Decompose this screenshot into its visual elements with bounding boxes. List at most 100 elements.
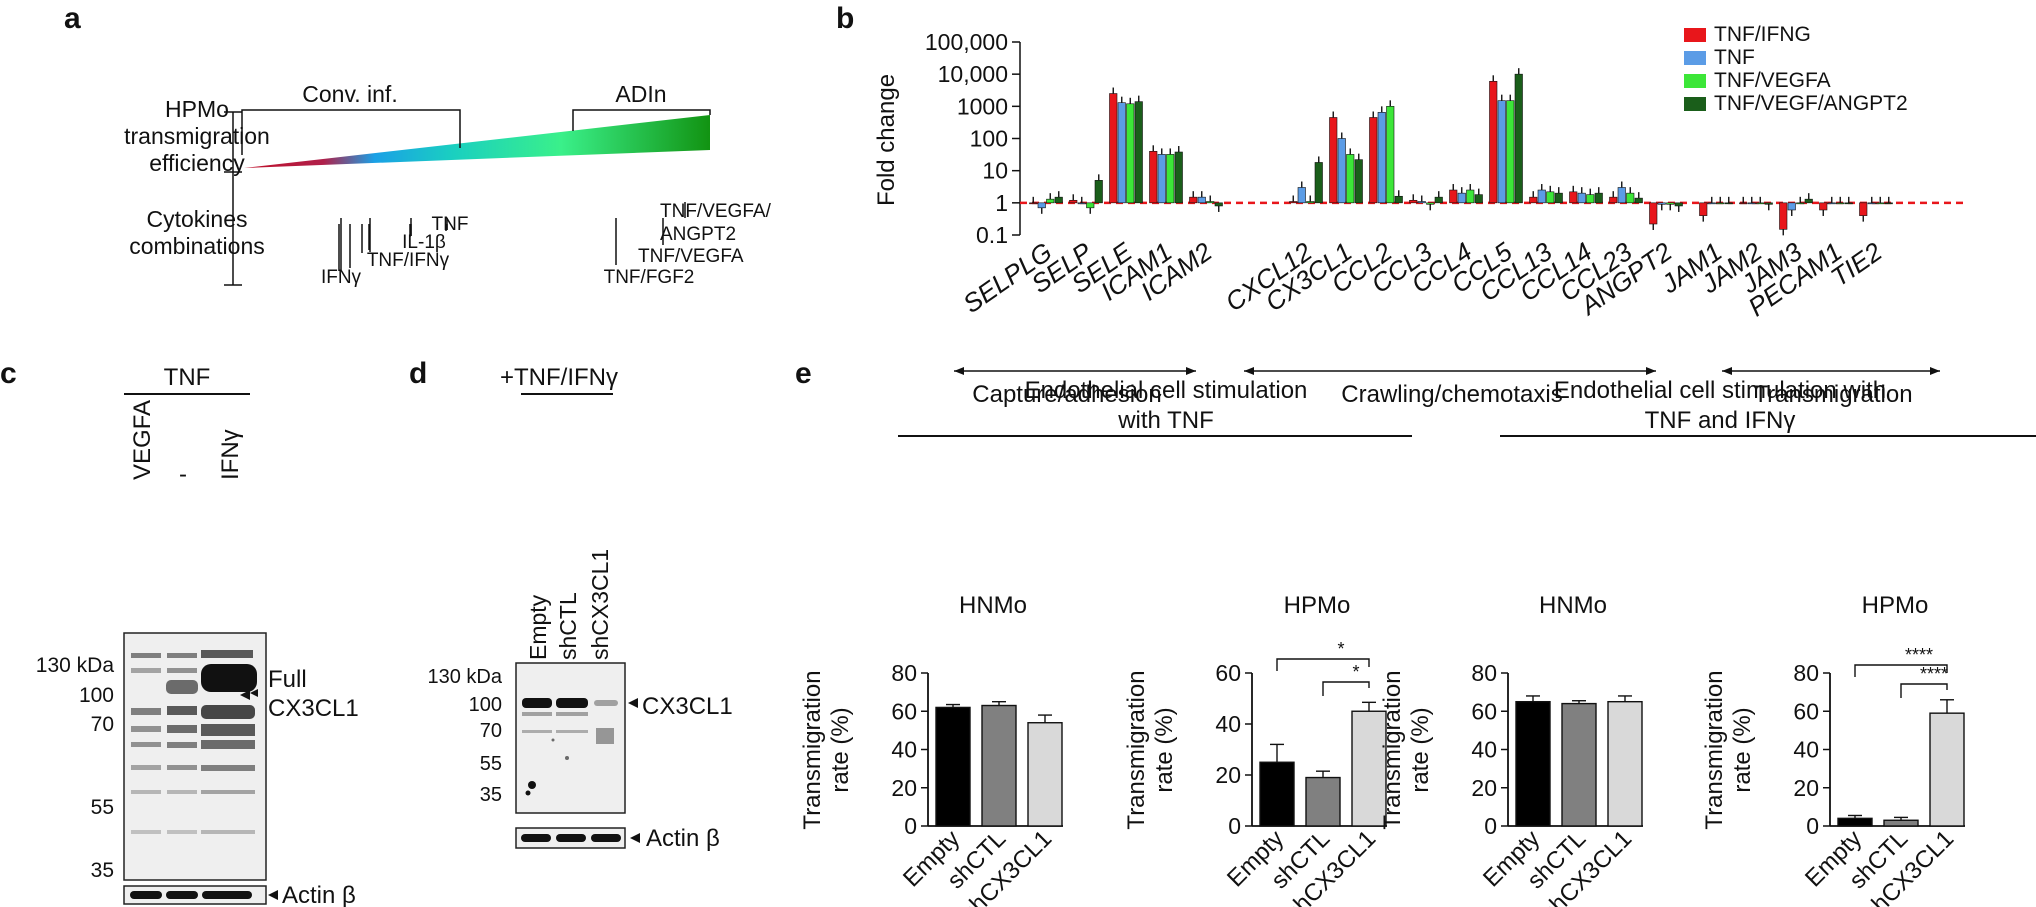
b-bar	[1197, 196, 1206, 204]
b-bar	[1206, 201, 1215, 204]
b-bar	[1306, 201, 1315, 204]
b-bar	[1314, 162, 1323, 204]
b-bar	[1497, 100, 1506, 204]
tick-il1b: IL-1β	[402, 232, 446, 253]
b-bar	[1756, 202, 1765, 205]
b-bar	[1054, 196, 1063, 204]
b-bar	[1716, 202, 1725, 205]
row1-line1: HPMo	[165, 96, 229, 122]
e-bar	[1351, 710, 1387, 827]
b-ytick-label: 100	[970, 126, 1008, 152]
b-bar	[1037, 202, 1046, 209]
b-ytick-label: 10	[982, 158, 1008, 184]
e-ytick-label: 60	[1793, 698, 1819, 724]
e-ytick-label: 80	[891, 660, 917, 686]
b-bar	[1046, 198, 1055, 204]
b-bar	[1674, 202, 1683, 207]
b-bar	[1329, 117, 1338, 204]
e-ytick-label: 20	[1215, 762, 1241, 788]
b-bar	[1779, 202, 1788, 230]
b-bar	[1466, 189, 1475, 204]
c-marker-55: 55	[91, 796, 114, 819]
b-bar	[1707, 202, 1716, 205]
e-subchart-title: HNMo	[1539, 592, 1607, 619]
tick-tnf-vegfa: TNF/VEGFA	[638, 246, 744, 267]
c-marker-100: 100	[79, 684, 114, 707]
e-sig-bracket	[1854, 664, 1948, 677]
b-bar	[1586, 194, 1595, 204]
e-ytick-label: 40	[1215, 711, 1241, 737]
b-bar	[1804, 198, 1813, 204]
b-bar	[1214, 202, 1223, 207]
c-lane-vegfa: VEGFA	[129, 400, 156, 480]
b-bar	[1449, 189, 1458, 204]
e-sig-bracket	[1276, 658, 1370, 671]
tick-tnf-fgf2: TNF/FGF2	[604, 267, 695, 288]
e-bar	[935, 706, 971, 827]
b-bar	[1149, 151, 1158, 204]
c-band-label-2: CX3CL1	[268, 695, 359, 722]
b-bar	[1489, 81, 1498, 204]
b-bar	[1859, 202, 1868, 216]
b-group-label: Crawling/chemotaxis	[1341, 381, 1562, 408]
b-bar	[1474, 194, 1483, 204]
panel-d: +TNF/IFNγ Empty shCTL shCX3CL1 130 kDa 1…	[428, 364, 733, 852]
c-actin-label: Actin β	[282, 882, 356, 907]
d-marker-35: 35	[480, 784, 502, 806]
d-lane-shctl: shCTL	[555, 592, 581, 660]
e-ytick-label: 0	[904, 813, 917, 839]
b-bar	[1537, 189, 1546, 204]
b-ytick-label: 1000	[957, 93, 1008, 119]
e-ylabel-1: Transmigration	[1123, 670, 1150, 829]
c-header: TNF	[164, 364, 211, 391]
b-ytick-label: 1	[995, 190, 1008, 216]
c-marker-70: 70	[91, 713, 114, 736]
panel-e: Endothelial cell stimulation with TNF En…	[898, 377, 2036, 437]
b-bar	[1189, 196, 1198, 204]
b-group-label: Capture/adhesion	[972, 381, 1161, 408]
e-bar	[1515, 700, 1551, 827]
e-sig-mark: ****	[1920, 664, 1948, 684]
e-subchart-title: HNMo	[959, 592, 1027, 619]
d-marker-100: 100	[469, 694, 502, 716]
b-bar	[1434, 196, 1443, 204]
b-arrowhead-left	[1244, 367, 1254, 375]
b-bar	[1409, 199, 1418, 204]
b-bar	[1569, 191, 1578, 204]
b-bar	[1346, 154, 1355, 204]
e-sig-mark: *	[1352, 662, 1359, 682]
e-bar	[1259, 761, 1295, 827]
b-bar	[1377, 112, 1386, 204]
d-header: +TNF/IFNγ	[500, 364, 618, 391]
b-bar	[1796, 202, 1805, 205]
b-bar	[1554, 192, 1563, 204]
b-bar	[1174, 151, 1183, 204]
e-ytick-label: 0	[1484, 813, 1497, 839]
row2-line2: combinations	[129, 233, 265, 259]
e-bar	[1837, 817, 1873, 827]
d-lane-empty: Empty	[525, 594, 551, 660]
tick-tnf-ifng: TNF/IFNγ	[367, 250, 450, 271]
d-marker-55: 55	[480, 753, 502, 775]
e-ytick-label: 60	[1215, 660, 1241, 686]
b-bar	[1594, 192, 1603, 204]
c-marker-130: 130 kDa	[36, 654, 115, 677]
e-bar	[1929, 712, 1965, 827]
b-bar	[1819, 202, 1828, 211]
e-ytick-label: 20	[891, 775, 917, 801]
b-arrowhead-left	[954, 367, 964, 375]
b-bar	[1369, 117, 1378, 204]
b-arrowhead-right	[1930, 367, 1940, 375]
b-bar	[1876, 202, 1885, 205]
e-subchart-title: HPMo	[1862, 592, 1929, 619]
panel-a: HPMo transmigration efficiency Cytokines…	[124, 81, 771, 288]
b-bar	[1514, 73, 1523, 204]
b-bar	[1417, 201, 1426, 204]
e-sig-mark: *	[1337, 639, 1344, 659]
b-ytick-label: 100,000	[925, 29, 1008, 55]
e-ytick-label: 40	[891, 737, 917, 763]
b-bar	[1609, 196, 1618, 204]
c-marker-35: 35	[91, 859, 114, 882]
b-bar	[1764, 202, 1773, 205]
